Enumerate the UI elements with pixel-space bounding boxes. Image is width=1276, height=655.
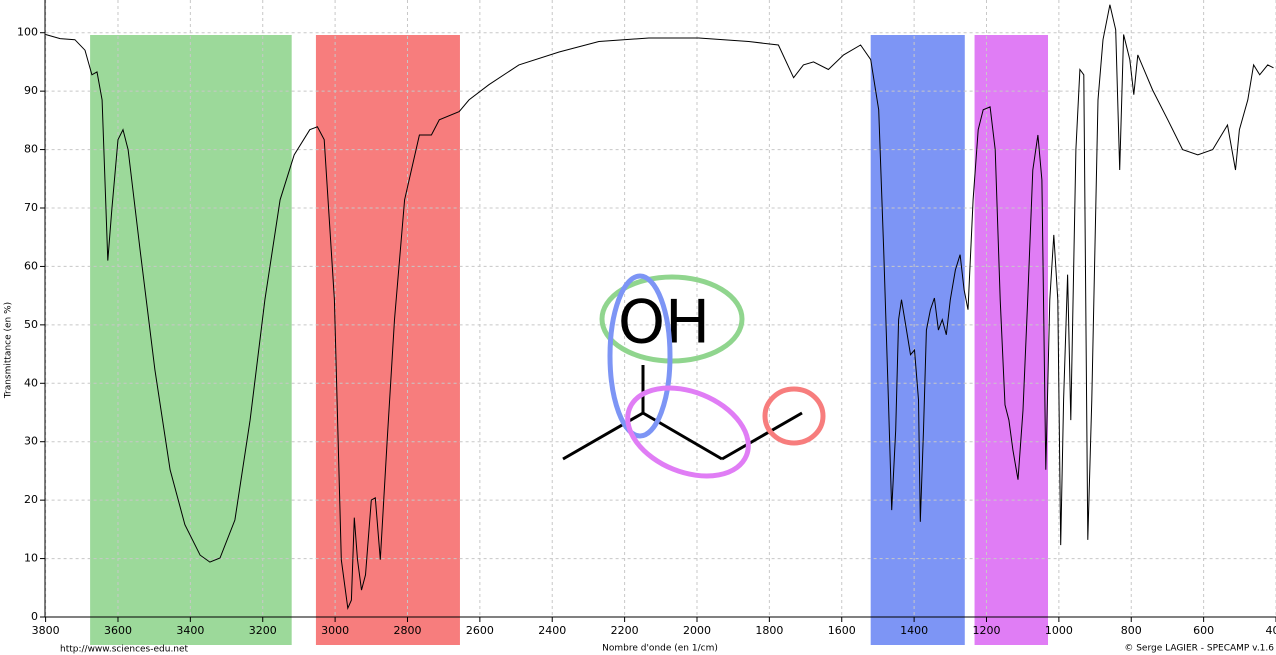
y-tick-label: 100 [17,26,38,39]
x-tick-label: 3600 [104,624,132,637]
y-tick-label: 40 [24,376,38,389]
oh-label: OH [618,288,710,358]
highlight [762,386,826,446]
y-tick-label: 30 [24,435,38,448]
grid [45,0,1276,618]
x-tick-label: 3200 [249,624,277,637]
band [90,35,292,645]
x-tick-label: 800 [1121,624,1142,637]
bond [721,411,803,461]
x-tick-label: 2200 [611,624,639,637]
y-tick-label: 0 [31,610,38,623]
footer-left: http://www.sciences-edu.net [60,645,189,655]
y-tick-label: 20 [24,493,38,506]
footer-right: © Serge LAGIER - SPECAMP v.1.6 [1124,644,1274,654]
highlight [625,385,751,479]
highlight [607,273,673,439]
x-tick-label: 1600 [828,624,856,637]
band [315,35,460,645]
x-tick-label: 400 [1266,624,1276,637]
x-tick-label: 2000 [683,624,711,637]
x-tick-label: 2800 [393,624,421,637]
x-axis-label: Nombre d'onde (en 1/cm) [602,644,718,654]
y-tick-label: 70 [24,201,38,214]
band [870,35,965,645]
x-tick-label: 1000 [1045,624,1073,637]
x-tick-label: 1200 [972,624,1000,637]
x-tick-label: 2400 [538,624,566,637]
x-tick-label: 3800 [32,624,60,637]
y-tick-label: 50 [24,318,38,331]
molecule: OH [562,273,826,479]
y-axis-label: Transmittance (en %) [4,302,14,399]
bond [642,411,723,461]
bands [90,35,1049,645]
x-tick-label: 3400 [176,624,204,637]
y-tick-label: 80 [24,143,38,156]
band [974,35,1049,645]
x-tick-label: 2600 [466,624,494,637]
spectrum-line [45,4,1274,611]
x-tick-label: 1400 [900,624,928,637]
y-tick-label: 90 [24,84,38,97]
y-tick-label: 10 [24,552,38,565]
y-tick-label: 60 [24,259,38,272]
x-tick-label: 600 [1193,624,1214,637]
x-tick-label: 1800 [755,624,783,637]
x-tick-label: 3000 [321,624,349,637]
